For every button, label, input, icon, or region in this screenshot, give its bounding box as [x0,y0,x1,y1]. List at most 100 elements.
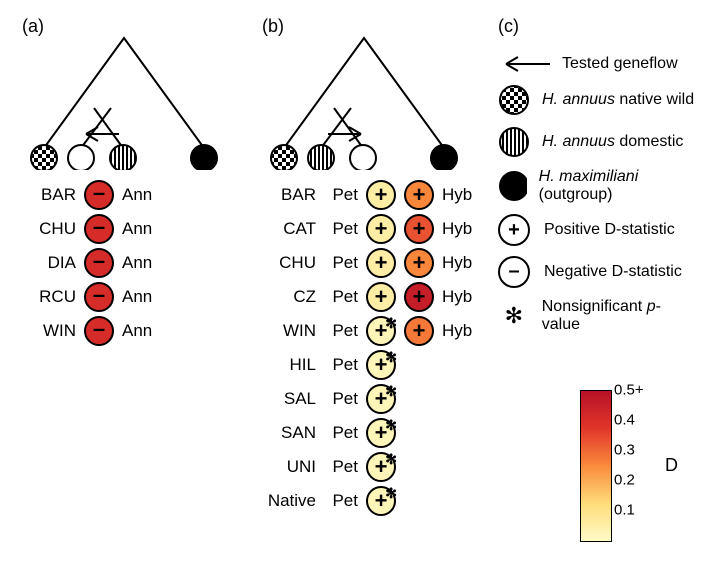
d-marker-hyb: + [404,180,434,210]
panel-b-row: CZPet++Hyb [256,280,487,314]
panel-b-row: CATPet++Hyb [256,212,487,246]
legend-stripe-suf: domestic [615,133,683,150]
row-ann: Ann [118,185,162,205]
row-code: WIN [16,321,80,341]
row-pet: Pet [320,491,362,511]
panel-a-row: BAR–Ann [16,178,162,212]
row-pet: Pet [320,185,362,205]
star-icon: ✻ [385,315,397,332]
d-marker-hyb: + [404,214,434,244]
panel-b-row: WINPet+✻ +Hyb [256,314,487,348]
row-code: SAL [256,389,320,409]
row-pet: Pet [320,219,362,239]
row-code: SAN [256,423,320,443]
star-icon: ✻ [385,451,397,468]
panel-a-row: DIA–Ann [16,246,162,280]
row-code: UNI [256,457,320,477]
tree-leaf-checker [31,145,57,170]
minus-icon: – [498,256,530,288]
row-code: HIL [256,355,320,375]
colorbar-tick: 0.1 [614,502,635,519]
row-code: BAR [256,185,320,205]
legend-stripe-sp: H. annuus [542,133,615,150]
legend-checker-suf: native wild [615,91,694,108]
legend-stripe: H. annuus domestic [498,126,698,158]
d-marker-pet: +✻ [366,452,396,482]
panel-b-row: NativePet+✻ [256,484,487,518]
d-marker-hyb: + [404,316,434,346]
row-code: RCU [16,287,80,307]
row-pet: Pet [320,355,362,375]
legend-black-suf: (outgroup) [539,186,613,203]
d-marker-pet: + [366,180,396,210]
d-marker: – [84,248,114,278]
colorbar-tick: 0.3 [614,442,635,459]
row-code: CHU [256,253,320,273]
row-code: WIN [256,321,320,341]
panel-b-row: SALPet+✻ [256,382,487,416]
tree-leaf-black [431,145,457,170]
tree-leaf-checker [271,145,297,170]
row-hyb: Hyb [438,185,487,205]
tree-leaf-stripe [110,145,136,170]
legend-star-t1: Nonsignificant [542,298,647,315]
tree-leaf-black [191,145,217,170]
legend-checker: H. annuus native wild [498,84,698,116]
panel-a-row: CHU–Ann [16,212,162,246]
tree-leaf-white [68,145,94,170]
panel-a-row: RCU–Ann [16,280,162,314]
d-marker-pet: +✻ [366,486,396,516]
row-pet: Pet [320,287,362,307]
legend-minus: – Negative D-statistic [498,256,698,288]
legend-black-sp: H. maximiliani [539,168,639,185]
d-marker-hyb: + [404,282,434,312]
star-icon: ✻ [385,349,397,366]
star-icon: ✻ [385,383,397,400]
d-marker-pet: +✻ [366,350,396,380]
plus-icon: + [498,214,530,246]
rows-b: BARPet++HybCATPet++HybCHUPet++HybCZPet++… [256,178,487,518]
row-pet: Pet [320,321,362,341]
legend-arrow: Tested geneflow [498,54,698,74]
d-marker-pet: +✻ [366,316,396,346]
row-hyb: Hyb [438,321,487,341]
row-code: DIA [16,253,80,273]
legend-checker-sp: H. annuus [542,91,615,108]
tree-a [26,30,226,170]
legend-plus: + Positive D-statistic [498,214,698,246]
rows-a: BAR–AnnCHU–AnnDIA–AnnRCU–AnnWIN–Ann [16,178,162,348]
tree-b [266,30,466,170]
row-pet: Pet [320,253,362,273]
row-hyb: Hyb [438,253,487,273]
row-code: CAT [256,219,320,239]
d-marker: – [84,282,114,312]
legend-arrow-text: Tested geneflow [562,55,678,73]
panel-c-label: (c) [498,16,519,37]
panel-c-legend: Tested geneflow H. annuus native wild H.… [498,44,698,344]
row-code: Native [256,491,320,511]
tree-leaf-stripe [308,145,334,170]
row-ann: Ann [118,219,162,239]
row-pet: Pet [320,389,362,409]
row-ann: Ann [118,253,162,273]
d-marker-pet: + [366,214,396,244]
d-marker-pet: + [366,282,396,312]
row-code: BAR [16,185,80,205]
row-pet: Pet [320,423,362,443]
legend-plus-text: Positive D-statistic [544,221,675,239]
d-marker: – [84,214,114,244]
row-code: CHU [16,219,80,239]
legend-star: ✻ Nonsignificant p-value [498,298,698,334]
row-pet: Pet [320,457,362,477]
panel-a-row: WIN–Ann [16,314,162,348]
legend-minus-text: Negative D-statistic [544,263,682,281]
d-marker-pet: +✻ [366,384,396,414]
d-marker: – [84,316,114,346]
row-ann: Ann [118,287,162,307]
row-ann: Ann [118,321,162,341]
colorbar-tick: 0.5+ [614,382,644,399]
row-hyb: Hyb [438,219,487,239]
d-marker-pet: +✻ [366,418,396,448]
row-hyb: Hyb [438,287,487,307]
colorbar-tick: 0.2 [614,472,635,489]
